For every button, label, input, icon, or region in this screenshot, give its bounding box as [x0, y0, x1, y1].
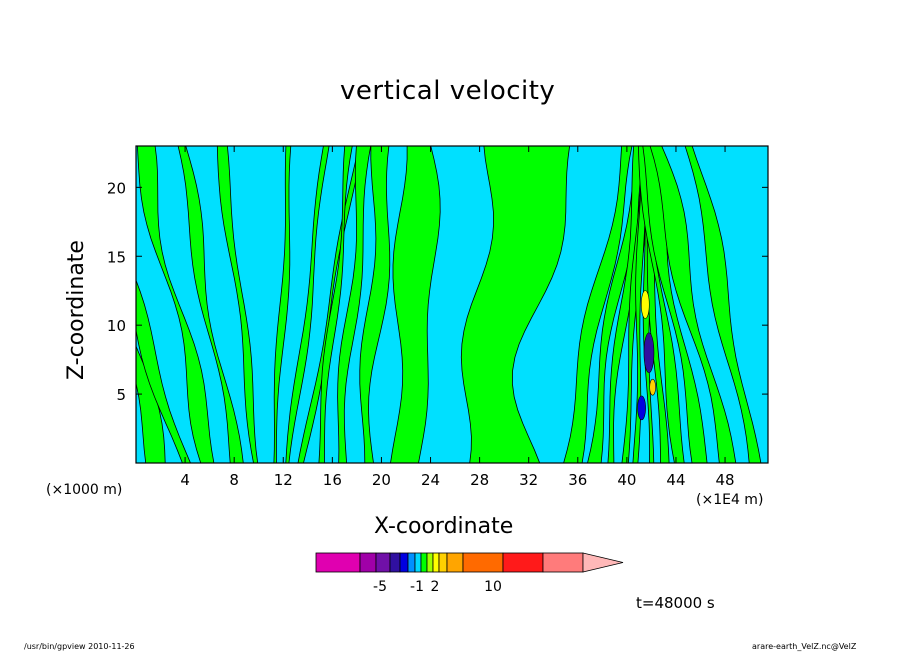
y-axis-unit: (×1000 m): [46, 482, 123, 498]
x-tick-label: 16: [323, 471, 342, 489]
x-tick-label: 32: [519, 471, 538, 489]
x-tick-label: 12: [274, 471, 293, 489]
contour-band-left-9: [318, 146, 353, 463]
colorbar-segment: [462, 552, 504, 573]
contour-band-left-3: [136, 146, 215, 463]
colorbar-segment: [359, 552, 377, 573]
plot-frame: [135, 145, 769, 464]
contour-band-left-7: [285, 146, 330, 463]
contour-band-left-2: [136, 279, 191, 463]
colorbar-tick-label: -1: [410, 579, 424, 595]
footer-file-variable: arare-earth_VelZ.nc@VelZ: [752, 642, 857, 651]
velocity-cell-1: [640, 290, 650, 319]
colorbar-segment: [399, 552, 409, 573]
contour-band-right-1: [563, 146, 633, 463]
contour-band-left-10: [337, 146, 372, 463]
x-tick-label: 40: [617, 471, 636, 489]
velocity-cell-4: [649, 378, 656, 396]
contour-band-left-12: [390, 146, 441, 463]
y-tick-label: 5: [116, 386, 126, 404]
colorbar-tick-label: 2: [431, 579, 440, 595]
colorbar-segment: [438, 552, 448, 573]
x-tick-label: 36: [568, 471, 587, 489]
colorbar-segment: [389, 552, 401, 573]
contour-band-left-6: [273, 146, 292, 463]
x-tick-label: 48: [716, 471, 735, 489]
y-tick-label: 10: [107, 317, 126, 335]
x-tick-label: 28: [470, 471, 489, 489]
x-tick-label: 20: [372, 471, 391, 489]
x-axis-ticks: 4 8 12 16 20 24 28 32 36 40 44 48: [180, 146, 735, 489]
y-axis-label: Z-coordinate: [64, 240, 89, 380]
colorbar-tick-label: 10: [484, 579, 502, 595]
contour-band-center: [460, 146, 571, 463]
contour-band-right-10: [649, 146, 737, 463]
contour-band-right-11: [684, 146, 762, 463]
chart-title: vertical velocity: [340, 76, 556, 106]
x-tick-label: 4: [180, 471, 190, 489]
colorbar-segment: [375, 552, 391, 573]
x-tick-label: 8: [229, 471, 239, 489]
y-tick-label: 15: [107, 248, 126, 266]
velocity-cell-3: [637, 395, 646, 421]
colorbar-segment: [446, 552, 464, 573]
y-tick-label: 20: [107, 179, 126, 197]
x-tick-label: 24: [421, 471, 440, 489]
footer-program-date: /usr/bin/gpview 2010-11-26: [24, 642, 135, 651]
colorbar-segment: [542, 552, 584, 573]
colorbar-segment: [432, 552, 440, 573]
contour-band-right-9: [642, 146, 708, 463]
colorbar-tick-label: -5: [373, 579, 387, 595]
contour-band-right-2: [587, 146, 645, 463]
time-annotation: t=48000 s: [636, 594, 715, 612]
colorbar-segment: [407, 552, 416, 573]
x-axis-label: X-coordinate: [374, 514, 514, 539]
colorbar-extend-arrow: [582, 552, 624, 573]
velocity-cell-2: [643, 332, 655, 374]
contour-band-right-5: [632, 146, 646, 463]
contour-band-right-3: [607, 146, 646, 463]
colorbar-segment: [420, 552, 428, 573]
colorbar-segment: [315, 552, 361, 573]
contour-fill-regions: [136, 146, 762, 463]
y-axis-ticks: 5 10 15 20: [107, 179, 768, 404]
colorbar-segment: [502, 552, 544, 573]
contour-band-left-5: [216, 146, 259, 463]
colorbar-segment: [426, 552, 434, 573]
colorbar-segment: [414, 552, 422, 573]
contour-band-left-4: [177, 146, 244, 463]
x-axis-unit: (×1E4 m): [696, 492, 764, 508]
contour-band-left-11: [359, 146, 391, 463]
colorbar: -5 -1 2 10: [315, 552, 624, 595]
x-tick-label: 44: [666, 471, 685, 489]
